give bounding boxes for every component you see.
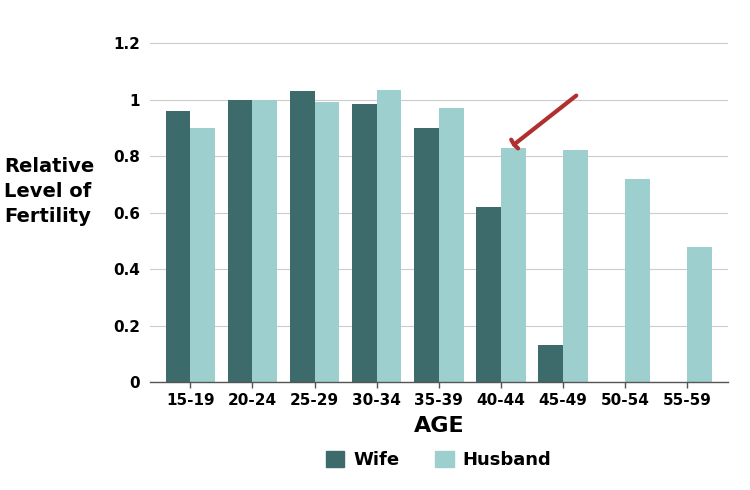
Bar bbox=[227, 99, 253, 382]
Bar bbox=[476, 207, 501, 382]
Bar bbox=[563, 150, 588, 382]
Bar bbox=[290, 91, 314, 382]
Bar bbox=[439, 108, 464, 382]
Bar bbox=[687, 246, 712, 382]
Bar bbox=[501, 147, 526, 382]
Bar bbox=[625, 179, 650, 382]
Bar bbox=[538, 345, 563, 382]
Bar bbox=[190, 128, 215, 382]
X-axis label: AGE: AGE bbox=[413, 416, 464, 436]
Bar bbox=[352, 104, 376, 382]
Text: Relative
Level of
Fertility: Relative Level of Fertility bbox=[4, 157, 94, 225]
Bar bbox=[253, 99, 278, 382]
Bar bbox=[414, 128, 439, 382]
Bar bbox=[376, 90, 401, 382]
Legend: Wife, Husband: Wife, Husband bbox=[319, 443, 559, 476]
Bar bbox=[166, 111, 190, 382]
Bar bbox=[314, 102, 340, 382]
